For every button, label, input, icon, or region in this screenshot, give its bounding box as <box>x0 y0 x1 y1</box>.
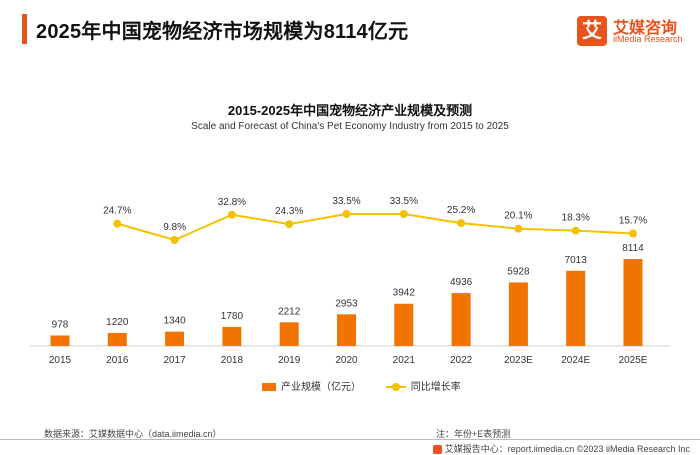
growth-point-2024E <box>571 226 580 235</box>
logo-mark: 艾 <box>577 16 607 46</box>
forecast-note: 注：年份+E表预测 <box>436 429 511 439</box>
bar-2018 <box>222 326 242 346</box>
footer-divider <box>0 439 700 440</box>
bar-label-2015: 978 <box>52 320 69 331</box>
growth-point-2021 <box>399 210 408 218</box>
bar-label-2024E: 7013 <box>565 255 588 266</box>
x-tick-2022: 2022 <box>450 355 473 366</box>
chart-title: 2015-2025年中国宠物经济产业规模及预测 <box>227 103 473 118</box>
growth-label-2023E: 20.1% <box>504 211 532 222</box>
x-tick-2018: 2018 <box>221 355 244 366</box>
bar-2020 <box>337 314 356 346</box>
x-tick-2016: 2016 <box>106 355 129 366</box>
legend-bar-swatch <box>262 383 276 392</box>
x-tick-2021: 2021 <box>393 355 416 366</box>
page-title: 2025年中国宠物经济市场规模为8114亿元 <box>36 21 409 43</box>
legend-item-bar: 产业规模（亿元） <box>262 378 361 393</box>
bar-label-2016: 1220 <box>106 317 129 328</box>
bar-2022 <box>451 293 471 346</box>
x-tick-2025E: 2025E <box>619 355 648 366</box>
bar-2019 <box>279 322 299 346</box>
growth-label-2018: 32.8% <box>218 197 246 208</box>
growth-label-2016: 24.7% <box>103 206 131 217</box>
bar-label-2025E: 8114 <box>622 243 644 254</box>
bar-label-2017: 1340 <box>163 316 186 327</box>
legend-item-line: 同比增长率 <box>385 378 461 393</box>
growth-rate-line <box>117 213 634 242</box>
growth-point-2025E <box>629 229 637 238</box>
legend-line-swatch <box>385 383 406 392</box>
growth-label-2017: 9.8% <box>163 222 186 233</box>
growth-label-2024E: 18.3% <box>562 213 590 224</box>
growth-point-2022 <box>457 219 466 228</box>
x-tick-2023E: 2023E <box>504 355 533 366</box>
bar-label-2018: 1780 <box>221 311 244 322</box>
footer-credit: 艾媒报告中心：report.iimedia.cn ©2023 iiMedia R… <box>432 442 690 455</box>
iimedia-logo: 艾 艾媒咨询 iiMedia Research <box>577 12 697 52</box>
x-tick-2020: 2020 <box>335 355 358 366</box>
growth-label-2021: 33.5% <box>390 196 418 207</box>
bar-label-2019: 2212 <box>278 306 301 317</box>
growth-point-2016 <box>113 219 122 228</box>
logo-name-en: iiMedia Research <box>613 34 683 44</box>
growth-point-2020 <box>342 210 351 218</box>
growth-point-2018 <box>227 210 236 219</box>
growth-point-2017 <box>170 236 179 244</box>
report-center-icon <box>432 445 442 455</box>
x-tick-2015: 2015 <box>49 355 72 366</box>
bar-2025E <box>623 259 643 346</box>
chart-legend: 产业规模（亿元） 同比增长率 <box>262 378 483 393</box>
bar-2023E <box>508 282 528 346</box>
bar-label-2020: 2953 <box>335 298 358 309</box>
bar-2015 <box>50 335 70 346</box>
bar-2016 <box>107 332 127 346</box>
x-tick-2019: 2019 <box>278 355 301 366</box>
footer-credit-text: 艾媒报告中心：report.iimedia.cn ©2023 iiMedia R… <box>444 444 690 454</box>
growth-label-2025E: 15.7% <box>619 216 647 227</box>
growth-label-2020: 33.5% <box>332 196 360 207</box>
x-tick-2017: 2017 <box>163 355 186 366</box>
bar-2024E <box>566 270 586 346</box>
x-tick-2024E: 2024E <box>561 355 590 366</box>
title-accent-bar <box>22 14 27 44</box>
bar-label-2021: 3942 <box>393 288 416 299</box>
bar-2021 <box>394 303 414 346</box>
growth-label-2019: 24.3% <box>275 206 303 217</box>
chart-subtitle: Scale and Forecast of China's Pet Econom… <box>191 121 509 132</box>
growth-label-2022: 25.2% <box>447 205 475 216</box>
bar-label-2023E: 5928 <box>507 266 530 277</box>
growth-point-2023E <box>514 224 523 233</box>
bar-label-2022: 4936 <box>450 277 473 288</box>
growth-point-2019 <box>285 220 294 229</box>
bar-2017 <box>165 331 185 346</box>
logo-name-cn: 艾媒咨询 <box>613 20 678 37</box>
data-source: 数据来源：艾媒数据中心（data.iimedia.cn） <box>44 429 222 439</box>
legend-bar-label: 产业规模（亿元） <box>281 382 361 393</box>
legend-line-label: 同比增长率 <box>410 382 461 393</box>
